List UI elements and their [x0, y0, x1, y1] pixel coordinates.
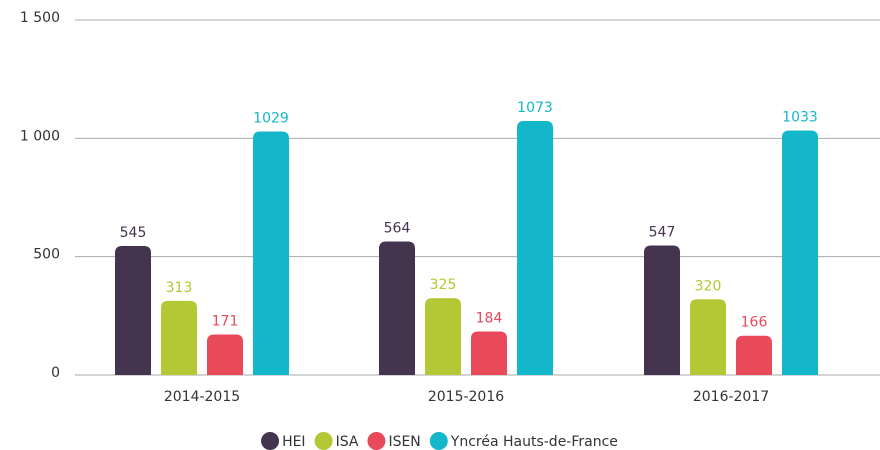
data-label: 320 — [695, 278, 722, 294]
legend-label: ISA — [336, 434, 359, 450]
data-label: 166 — [741, 315, 768, 331]
x-tick-label: 2016-2017 — [693, 389, 769, 405]
legend-marker — [429, 432, 448, 450]
data-label: 171 — [212, 314, 239, 330]
legend-marker — [367, 432, 386, 450]
x-tick-label: 2015-2016 — [428, 389, 504, 405]
data-label: 313 — [166, 280, 193, 296]
bar — [115, 246, 151, 375]
data-label: 325 — [430, 277, 457, 293]
bar — [161, 300, 197, 375]
y-tick-label: 1 000 — [20, 128, 60, 144]
legend-label: Yncréa Hauts-de-France — [450, 434, 618, 450]
legend-label: HEI — [282, 434, 306, 450]
y-tick-label: 1 500 — [20, 10, 60, 26]
bar — [782, 130, 818, 375]
data-label: 1029 — [253, 110, 289, 126]
bar — [471, 331, 507, 375]
data-label: 1033 — [782, 110, 818, 126]
data-label: 564 — [384, 221, 411, 237]
bar — [253, 131, 289, 375]
data-label: 547 — [649, 225, 676, 241]
bar — [425, 298, 461, 375]
data-label: 545 — [120, 225, 147, 241]
legend-marker — [261, 432, 280, 450]
y-tick-label: 500 — [33, 247, 60, 263]
legend-marker — [314, 432, 333, 450]
bar — [379, 241, 415, 375]
x-tick-label: 2014-2015 — [164, 389, 240, 405]
bar — [207, 334, 243, 375]
data-label: 184 — [476, 310, 503, 326]
bar — [644, 245, 680, 375]
bar — [736, 335, 772, 375]
bar — [517, 121, 553, 375]
data-label: 1073 — [517, 100, 553, 116]
y-tick-label: 0 — [51, 365, 60, 381]
legend-label: ISEN — [388, 434, 420, 450]
bar — [690, 299, 726, 375]
